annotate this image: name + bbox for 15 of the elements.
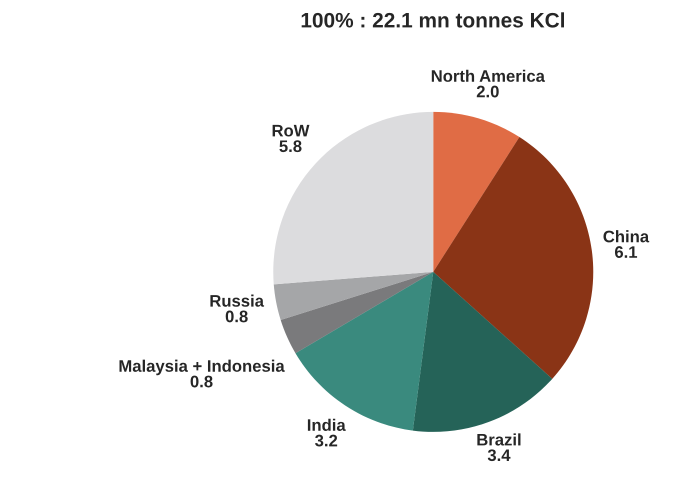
slice-label: North America — [432, 70, 546, 82]
data-label: 0.8 — [226, 310, 248, 322]
slice-label: RoW — [272, 124, 310, 137]
data-label: 5.8 — [279, 140, 302, 152]
data-label: 3.2 — [315, 434, 338, 447]
data-label: 6.1 — [614, 246, 638, 258]
data-label: 2.0 — [476, 86, 499, 98]
data-label: 0.8 — [190, 376, 213, 388]
slice-label: China — [603, 230, 650, 242]
slice-label: Malaysia + Indonesia — [119, 360, 285, 376]
chart-title: 100% : 22.1 mn tonnes KCl — [302, 12, 564, 28]
slice-label: Russia — [210, 294, 264, 307]
slice-label: India — [308, 418, 346, 431]
data-label: 3.4 — [488, 449, 510, 462]
slice-label: Brazil — [477, 433, 520, 446]
